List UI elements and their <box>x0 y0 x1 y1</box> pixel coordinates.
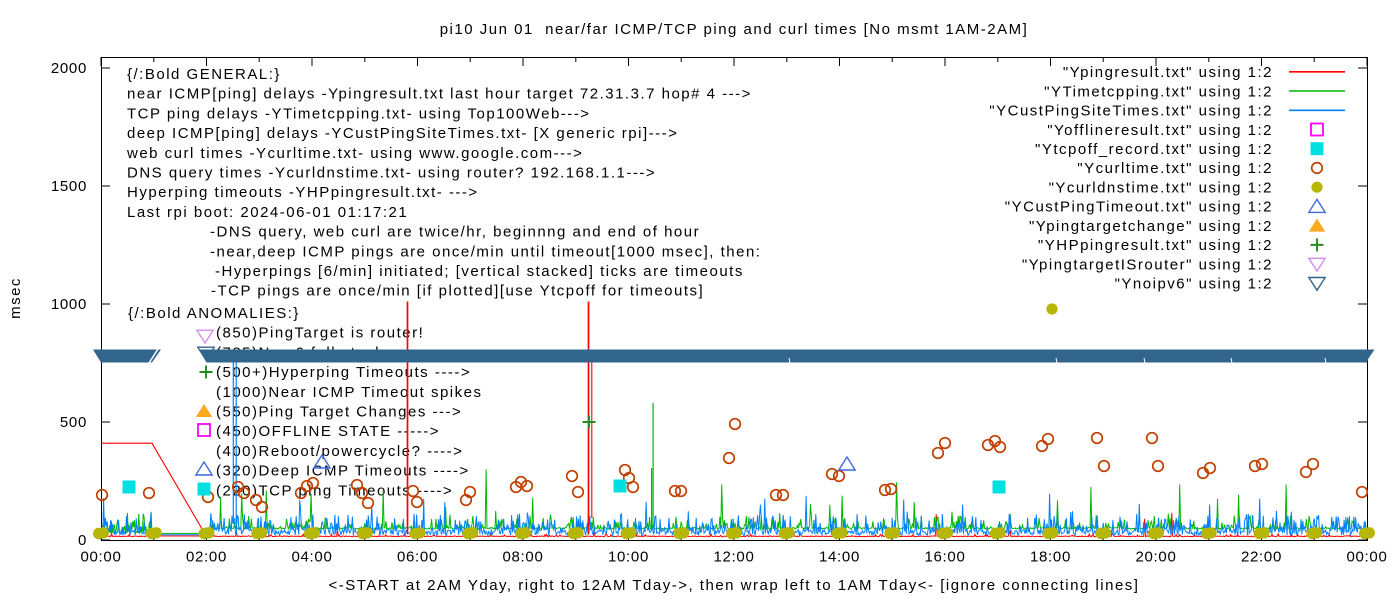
svg-text:1000: 1000 <box>51 296 87 313</box>
svg-text:{/:Bold ANOMALIES:}: {/:Bold ANOMALIES:} <box>128 305 300 322</box>
svg-text:-Hyperpings [6/min] initiated;: -Hyperpings [6/min] initiated; [vertical… <box>215 263 744 280</box>
svg-text:(1000)Near ICMP Timeout spikes: (1000)Near ICMP Timeout spikes <box>216 384 482 401</box>
svg-text:"Ynoipv6" using 1:2: "Ynoipv6" using 1:2 <box>1115 276 1273 293</box>
svg-text:1500: 1500 <box>51 178 87 195</box>
svg-text:"YTimetcpping.txt" using 1:2: "YTimetcpping.txt" using 1:2 <box>1044 83 1273 100</box>
svg-text:web curl times -Ycurltime.txt-: web curl times -Ycurltime.txt- using www… <box>126 145 583 162</box>
svg-text:(400)Reboot/powercycle? ---->: (400)Reboot/powercycle? ----> <box>216 443 463 460</box>
svg-text:"YCustPingSiteTimes.txt" using: "YCustPingSiteTimes.txt" using 1:2 <box>989 103 1273 120</box>
svg-text:12:00: 12:00 <box>713 549 754 566</box>
svg-text:"Ycurltime.txt" using 1:2: "Ycurltime.txt" using 1:2 <box>1077 160 1273 177</box>
svg-text:"Ypingtargetchange" using 1:2: "Ypingtargetchange" using 1:2 <box>1029 218 1273 235</box>
svg-text:(220)TCP ping Timeouts ---->: (220)TCP ping Timeouts ----> <box>216 482 453 499</box>
svg-text:04:00: 04:00 <box>291 549 332 566</box>
svg-text:-DNS query, web curl are twice: -DNS query, web curl are twice/hr, begin… <box>210 224 700 241</box>
svg-text:"Ycurldnstime.txt" using 1:2: "Ycurldnstime.txt" using 1:2 <box>1049 180 1273 197</box>
svg-text:10:00: 10:00 <box>608 549 649 566</box>
svg-text:"YHPpingresult.txt" using 1:2: "YHPpingresult.txt" using 1:2 <box>1038 237 1273 254</box>
svg-text:TCP ping delays -YTimetcpping.: TCP ping delays -YTimetcpping.txt- using… <box>127 105 591 122</box>
svg-text:near ICMP[ping] delays -Ypingr: near ICMP[ping] delays -Ypingresult.txt … <box>127 86 752 103</box>
svg-text:"YCustPingTimeout.txt" using 1: "YCustPingTimeout.txt" using 1:2 <box>1005 199 1273 216</box>
svg-text:500: 500 <box>60 414 87 431</box>
svg-text:<-START at 2AM Yday, right to: <-START at 2AM Yday, right to 12AM Tday-… <box>329 577 1140 594</box>
svg-text:(320)Deep ICMP Timeouts ---->: (320)Deep ICMP Timeouts ----> <box>216 463 470 480</box>
svg-text:22:00: 22:00 <box>1241 549 1282 566</box>
svg-text:16:00: 16:00 <box>924 549 965 566</box>
svg-text:Hyperping timeouts -YHPpingres: Hyperping timeouts -YHPpingresult.txt- -… <box>127 184 479 201</box>
svg-text:-near,deep ICMP pings are once: -near,deep ICMP pings are once/min until… <box>210 243 761 260</box>
svg-text:"YpingtargetISrouter" using 1:: "YpingtargetISrouter" using 1:2 <box>1022 256 1273 273</box>
svg-text:deep ICMP[ping] delays -YCustP: deep ICMP[ping] delays -YCustPingSiteTim… <box>127 125 678 142</box>
svg-text:{/:Bold GENERAL:}: {/:Bold GENERAL:} <box>127 66 281 83</box>
svg-text:Last rpi boot: 2024-06-01 01:1: Last rpi boot: 2024-06-01 01:17:21 <box>127 204 408 221</box>
svg-text:08:00: 08:00 <box>502 549 543 566</box>
svg-text:DNS query times -Ycurldnstime.: DNS query times -Ycurldnstime.txt- using… <box>127 165 656 182</box>
svg-text:(450)OFFLINE STATE ----->: (450)OFFLINE STATE -----> <box>216 423 440 440</box>
svg-text:pi10 Jun 01 near/far ICMP/TCP: pi10 Jun 01 near/far ICMP/TCP ping and c… <box>440 21 1029 38</box>
svg-text:02:00: 02:00 <box>186 549 227 566</box>
svg-text:2000: 2000 <box>51 60 87 77</box>
svg-text:0: 0 <box>78 532 87 549</box>
svg-text:00:00: 00:00 <box>80 549 121 566</box>
svg-text:18:00: 18:00 <box>1030 549 1071 566</box>
svg-text:20:00: 20:00 <box>1135 549 1176 566</box>
svg-text:(550)Ping Target Changes --->: (550)Ping Target Changes ---> <box>216 404 462 421</box>
svg-text:(500+)Hyperping Timeouts ---->: (500+)Hyperping Timeouts ----> <box>216 364 471 381</box>
svg-text:-TCP pings are once/min [if pl: -TCP pings are once/min [if plotted][use… <box>211 283 704 300</box>
svg-text:14:00: 14:00 <box>819 549 860 566</box>
svg-text:"Yofflineresult.txt" using 1:2: "Yofflineresult.txt" using 1:2 <box>1047 122 1273 139</box>
svg-text:"Ytcpoff_record.txt" using 1:2: "Ytcpoff_record.txt" using 1:2 <box>1035 141 1273 158</box>
svg-text:"Ypingresult.txt" using 1:2: "Ypingresult.txt" using 1:2 <box>1063 64 1273 81</box>
svg-text:00:00: 00:00 <box>1346 549 1387 566</box>
svg-text:06:00: 06:00 <box>397 549 438 566</box>
svg-text:(850)PingTarget is router!: (850)PingTarget is router! <box>216 325 424 342</box>
svg-text:msec: msec <box>7 277 24 319</box>
